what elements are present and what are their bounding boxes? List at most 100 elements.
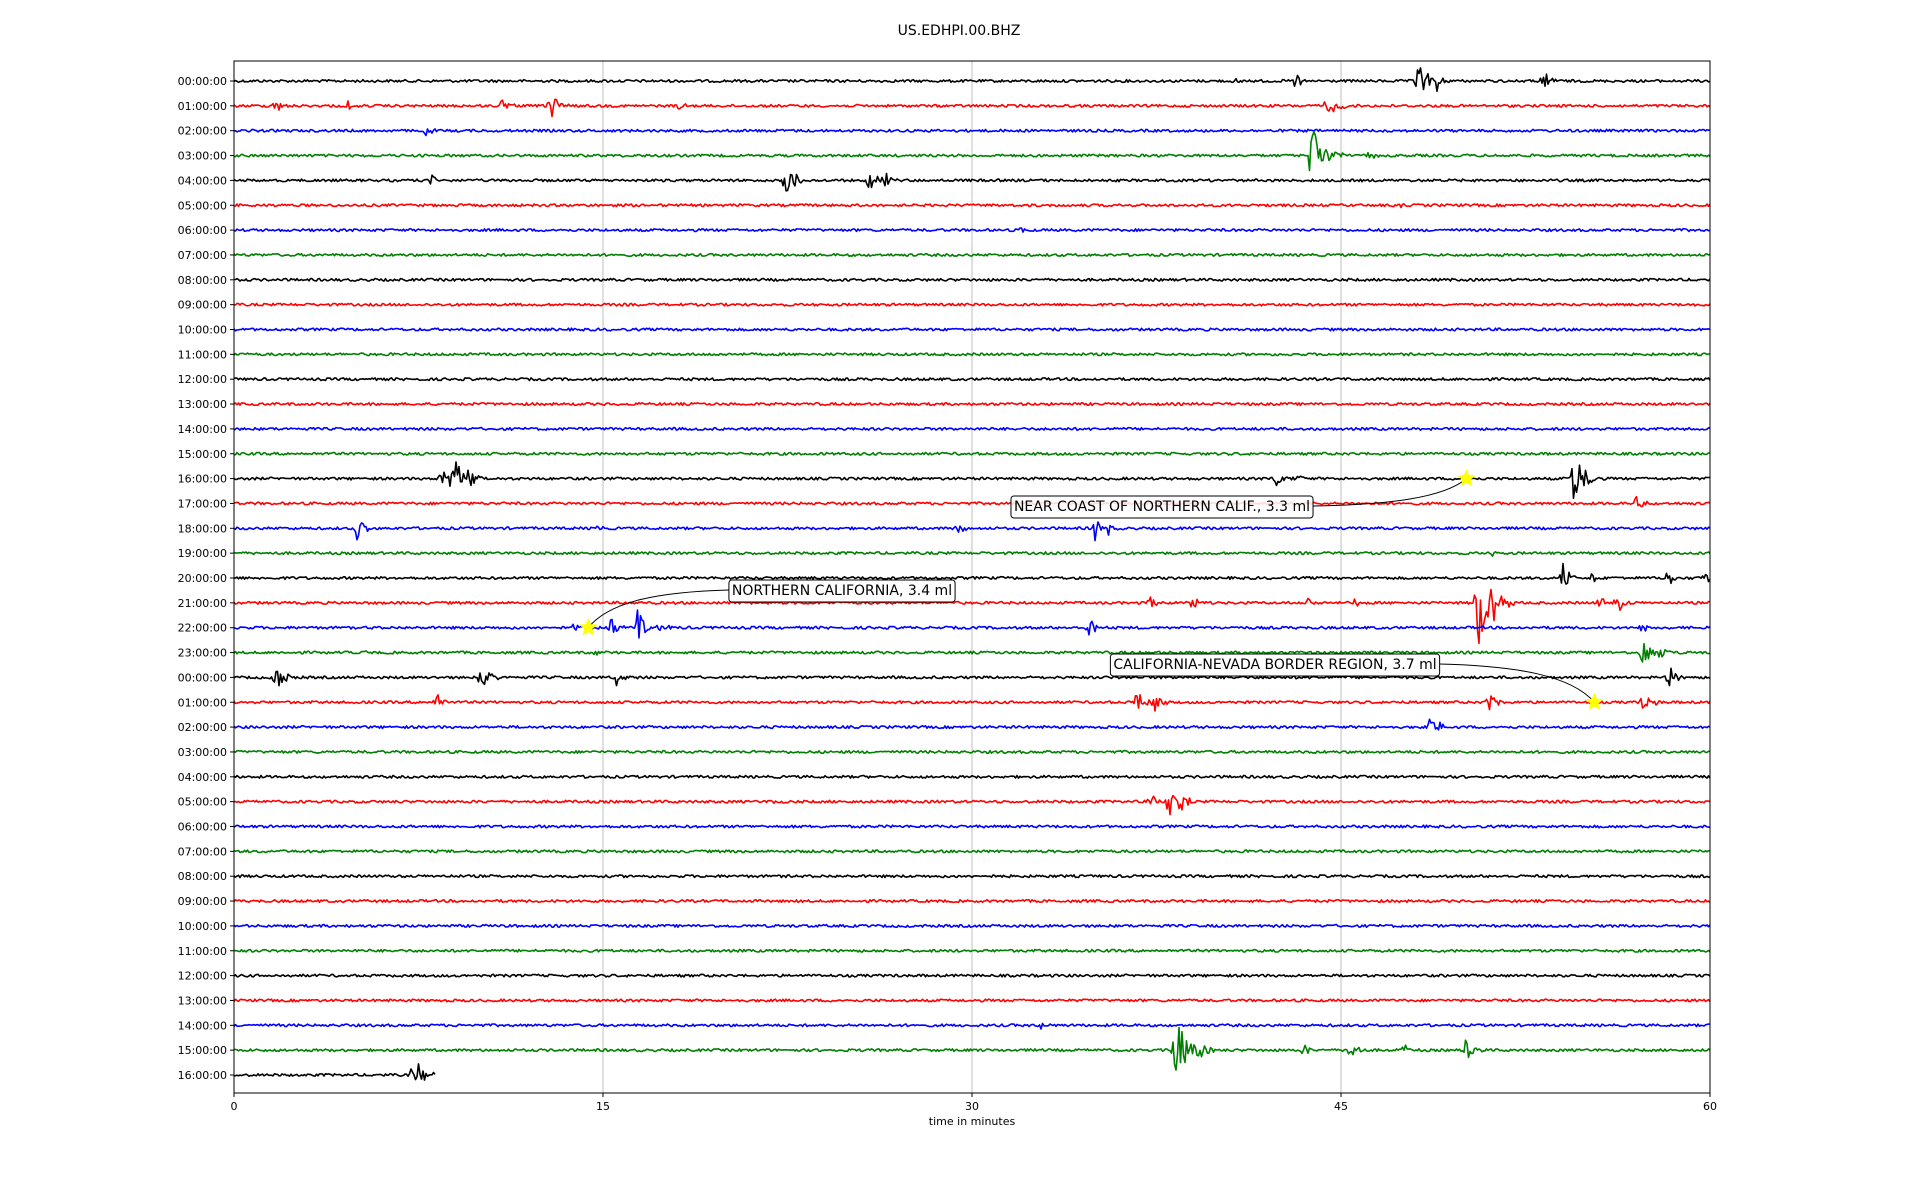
y-tick-label: 00:00:00 — [178, 671, 227, 684]
seismogram-trace-24 — [233, 667, 1711, 687]
y-tick-label: 06:00:00 — [178, 821, 227, 834]
event-annotation-box — [1010, 495, 1314, 519]
y-tick-label: 11:00:00 — [178, 348, 227, 361]
event-star-marker — [1585, 692, 1604, 711]
seismogram-trace-29 — [233, 794, 1711, 816]
event-annotation-connector — [1439, 663, 1595, 703]
x-tick-label: 45 — [1334, 1100, 1348, 1113]
seismogram-trace-17 — [233, 495, 1711, 508]
seismogram-trace-37 — [233, 998, 1711, 1003]
seismogram-trace-12 — [233, 377, 1711, 382]
seismogram-trace-36 — [233, 973, 1711, 978]
event-annotation: NEAR COAST OF NORTHERN CALIF., 3.3 ml — [1010, 468, 1476, 519]
y-tick-label: 07:00:00 — [178, 249, 227, 262]
y-tick-label: 21:00:00 — [178, 597, 227, 610]
y-tick-label: 00:00:00 — [178, 75, 227, 88]
seismogram-trace-14 — [233, 426, 1711, 431]
event-annotation-label: NEAR COAST OF NORTHERN CALIF., 3.3 ml — [1014, 499, 1310, 515]
seismogram-trace-0 — [233, 67, 1711, 92]
seismogram-trace-8 — [234, 277, 1711, 282]
y-tick-label: 19:00:00 — [178, 547, 227, 560]
seismogram-trace-6 — [233, 227, 1711, 233]
event-annotation-connector — [587, 589, 729, 629]
y-tick-label: 22:00:00 — [178, 622, 227, 635]
y-tick-label: 11:00:00 — [178, 945, 227, 958]
y-tick-label: 20:00:00 — [178, 572, 227, 585]
seismogram-trace-20 — [233, 562, 1711, 585]
y-tick-label: 10:00:00 — [178, 920, 227, 933]
trace-area — [233, 67, 1711, 1081]
seismogram-trace-9 — [234, 302, 1711, 307]
seismogram-trace-5 — [234, 203, 1711, 209]
y-tick-label: 01:00:00 — [178, 100, 227, 113]
x-tick-label: 15 — [596, 1100, 610, 1113]
y-tick-label: 16:00:00 — [178, 473, 227, 486]
seismogram-trace-13 — [233, 402, 1711, 407]
seismogram-trace-3 — [233, 131, 1711, 172]
seismogram-trace-30 — [233, 824, 1711, 829]
seismogram-trace-34 — [233, 923, 1711, 928]
seismogram-trace-18 — [233, 521, 1711, 542]
event-star-marker — [579, 618, 598, 636]
x-axis-ticks: 0 15 30 45 60 — [231, 1093, 1717, 1113]
seismogram-trace-28 — [233, 774, 1711, 779]
y-tick-label: 09:00:00 — [178, 895, 227, 908]
chart-title: US.EDHPI.00.BHZ — [898, 23, 1021, 39]
seismogram-trace-33 — [233, 899, 1711, 904]
seismogram-trace-26 — [233, 718, 1711, 731]
seismogram-trace-40 — [233, 1063, 436, 1081]
y-tick-label: 02:00:00 — [178, 125, 227, 138]
seismogram-trace-25 — [233, 694, 1711, 712]
seismogram-trace-39 — [233, 1026, 1711, 1071]
event-annotation: CALIFORNIA-NEVADA BORDER REGION, 3.7 ml — [1109, 653, 1604, 711]
y-tick-label: 13:00:00 — [178, 994, 227, 1007]
y-tick-label: 18:00:00 — [178, 522, 227, 535]
y-tick-label: 05:00:00 — [178, 199, 227, 212]
y-tick-label: 02:00:00 — [178, 721, 227, 734]
y-tick-label: 04:00:00 — [178, 771, 227, 784]
event-annotation: NORTHERN CALIFORNIA, 3.4 ml — [579, 579, 956, 636]
y-tick-label: 05:00:00 — [178, 796, 227, 809]
seismogram-trace-2 — [233, 128, 1710, 137]
seismogram-trace-15 — [233, 451, 1711, 456]
y-tick-label: 09:00:00 — [178, 299, 227, 312]
seismogram-trace-35 — [233, 948, 1711, 953]
y-tick-label: 08:00:00 — [178, 870, 227, 883]
seismogram-trace-4 — [233, 172, 1711, 192]
event-annotation-box — [728, 579, 956, 603]
y-tick-label: 16:00:00 — [178, 1069, 227, 1082]
y-tick-label: 17:00:00 — [178, 497, 227, 510]
event-annotation-connector — [1313, 478, 1467, 507]
seismogram-trace-27 — [233, 749, 1710, 754]
seismogram-trace-21 — [233, 588, 1710, 645]
seismogram-trace-31 — [233, 849, 1711, 854]
x-tick-label: 0 — [231, 1100, 238, 1113]
seismogram-trace-19 — [233, 551, 1711, 557]
event-annotation-box — [1109, 653, 1441, 677]
seismogram-trace-7 — [233, 252, 1710, 257]
x-axis-label: time in minutes — [929, 1115, 1016, 1128]
y-tick-label: 14:00:00 — [178, 1019, 227, 1032]
y-tick-label: 12:00:00 — [178, 373, 227, 386]
y-tick-label: 06:00:00 — [178, 224, 227, 237]
seismogram-trace-23 — [233, 642, 1711, 663]
y-tick-label: 10:00:00 — [178, 324, 227, 337]
y-tick-label: 08:00:00 — [178, 274, 227, 287]
y-tick-label: 03:00:00 — [178, 746, 227, 759]
y-tick-label: 13:00:00 — [178, 398, 227, 411]
y-tick-label: 15:00:00 — [178, 1044, 227, 1057]
y-axis-ticks: 00:00:00 01:00:00 02:00:00 03:00:00 04:00:00… — [178, 75, 234, 1082]
seismogram-trace-38 — [233, 1022, 1710, 1030]
seismogram-trace-11 — [233, 352, 1711, 357]
event-annotation-label: NORTHERN CALIFORNIA, 3.4 ml — [732, 583, 952, 599]
seismogram-trace-1 — [233, 98, 1711, 118]
seismogram-trace-32 — [233, 874, 1710, 879]
y-tick-label: 23:00:00 — [178, 647, 227, 660]
x-tick-label: 60 — [1703, 1100, 1717, 1113]
seismogram-trace-22 — [233, 609, 1711, 639]
y-tick-label: 03:00:00 — [178, 150, 227, 163]
y-tick-label: 01:00:00 — [178, 696, 227, 709]
event-annotation-label: CALIFORNIA-NEVADA BORDER REGION, 3.7 ml — [1113, 657, 1436, 673]
seismogram-trace-10 — [233, 327, 1711, 332]
annotation-layer: NEAR COAST OF NORTHERN CALIF., 3.3 ml NOR… — [579, 468, 1604, 711]
